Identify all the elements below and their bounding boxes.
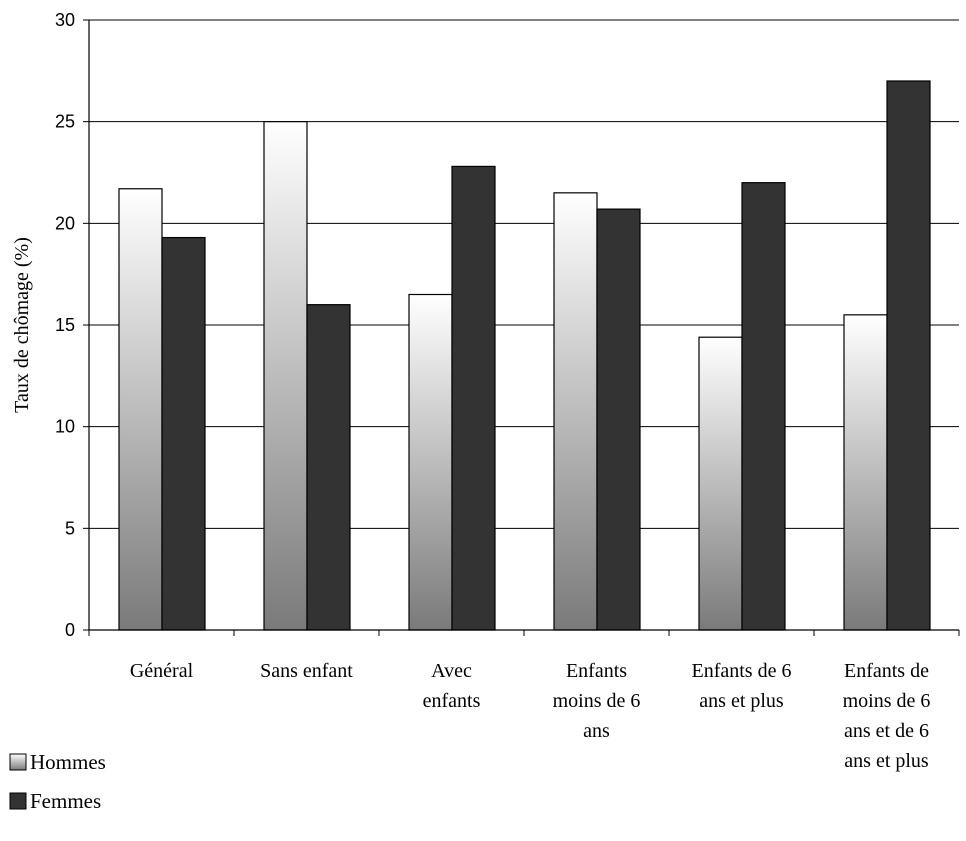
y-axis-label: Taux de chômage (%) [11,237,33,413]
x-category-label: Avec enfants [423,660,481,712]
bar-femmes [741,182,786,631]
legend-swatch-femmes [9,792,27,810]
bar-femmes [451,165,496,631]
bar-hommes [843,314,888,631]
legend-label-femmes: Femmes [30,789,101,813]
bar-hommes [263,121,308,631]
y-tick-label: 30 [55,10,75,30]
bar-hommes [408,293,453,631]
legend-label-hommes: Hommes [30,750,106,774]
labels-layer: 0 5 10 15 20 25 30 Général Sans enfant Avec enfant… [55,10,930,772]
y-tick-label: 10 [55,417,75,437]
bar-femmes [161,236,206,631]
bar-femmes [596,208,641,631]
bar-hommes [118,188,163,631]
bar-femmes [306,304,351,631]
x-category-label: Enfants de moins de 6 ans et de 6 ans et pl… [843,660,931,772]
x-category-label: Général [130,660,194,682]
bar-hommes [698,336,743,631]
grid-layer [89,19,959,529]
x-category-label: Sans enfant [260,660,353,682]
legend-swatch-hommes [9,753,27,771]
legend: Hommes Femmes [9,750,106,813]
x-category-label: Enfants de 6 ans et plus [692,660,792,712]
bar-hommes [553,192,598,631]
y-tick-label: 15 [55,315,75,335]
y-tick-label: 0 [65,620,75,640]
y-tick-label: 5 [65,518,75,538]
bar-femmes [886,80,931,631]
y-tick-label: 20 [55,213,75,233]
axes-layer [83,19,960,636]
bars-layer [118,80,931,631]
x-category-label: Enfants moins de 6 ans [553,660,641,742]
y-tick-label: 25 [55,112,75,132]
